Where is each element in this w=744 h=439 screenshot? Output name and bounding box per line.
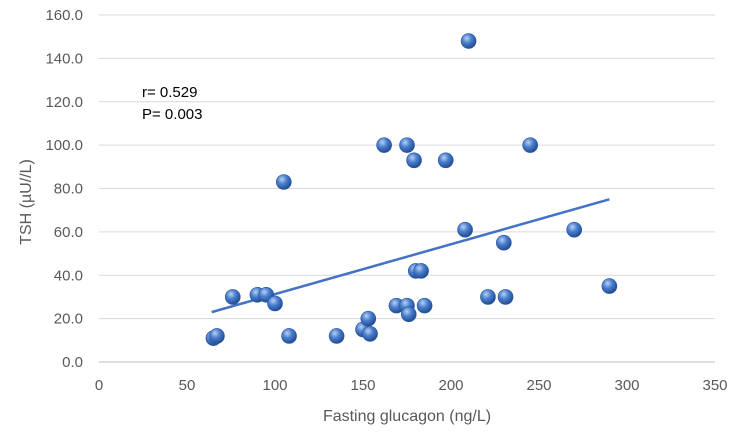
data-point xyxy=(437,152,454,169)
data-point xyxy=(413,263,429,279)
gridlines xyxy=(99,14,715,320)
correlation-p-label: P= 0.003 xyxy=(142,106,202,123)
x-tick-label: 250 xyxy=(526,377,551,394)
y-tick-label: 120.0 xyxy=(45,94,83,111)
x-tick-label: 100 xyxy=(262,377,287,394)
data-point xyxy=(522,137,539,153)
x-axis-ticks: 0 50 100 150 200 250 300 350 xyxy=(95,377,728,394)
y-axis-title: TSH (µU//L) xyxy=(18,159,35,245)
x-axis-title: Fasting glucagon (ng/L) xyxy=(323,408,491,425)
trendline xyxy=(211,198,610,314)
data-point xyxy=(275,174,292,190)
data-point xyxy=(400,306,417,323)
data-points xyxy=(205,33,618,346)
y-tick-label: 60.0 xyxy=(54,224,83,241)
x-tick-label: 300 xyxy=(614,377,639,394)
data-point xyxy=(416,297,433,314)
x-tick-label: 0 xyxy=(95,377,103,394)
correlation-r-label: r= 0.529 xyxy=(142,84,197,101)
data-point xyxy=(360,310,377,327)
y-tick-label: 0.0 xyxy=(62,354,83,371)
data-point xyxy=(362,326,378,342)
x-tick-label: 200 xyxy=(438,377,463,394)
x-tick-label: 350 xyxy=(702,377,727,394)
data-point xyxy=(399,137,415,153)
y-tick-label: 160.0 xyxy=(45,7,83,24)
data-point xyxy=(267,295,283,312)
y-axis-ticks: 0.0 20.0 40.0 60.0 80.0 100.0 120.0 140.0 160.0 xyxy=(45,7,83,371)
data-point xyxy=(566,221,583,238)
data-point xyxy=(497,289,514,305)
data-point xyxy=(209,328,225,344)
data-point xyxy=(406,152,422,169)
y-tick-label: 100.0 xyxy=(45,137,83,154)
data-point xyxy=(224,289,241,305)
data-point xyxy=(281,328,297,344)
data-point xyxy=(480,289,496,305)
y-tick-label: 40.0 xyxy=(54,267,83,284)
data-point xyxy=(457,221,473,238)
data-point xyxy=(376,137,392,153)
x-tick-label: 50 xyxy=(179,377,196,394)
x-tick-label: 150 xyxy=(350,377,375,394)
data-point xyxy=(601,278,618,294)
data-point xyxy=(495,234,512,251)
y-tick-label: 140.0 xyxy=(45,50,83,67)
y-tick-label: 20.0 xyxy=(54,311,83,328)
data-point xyxy=(460,33,477,49)
data-point xyxy=(328,328,345,344)
y-tick-label: 80.0 xyxy=(54,181,83,198)
